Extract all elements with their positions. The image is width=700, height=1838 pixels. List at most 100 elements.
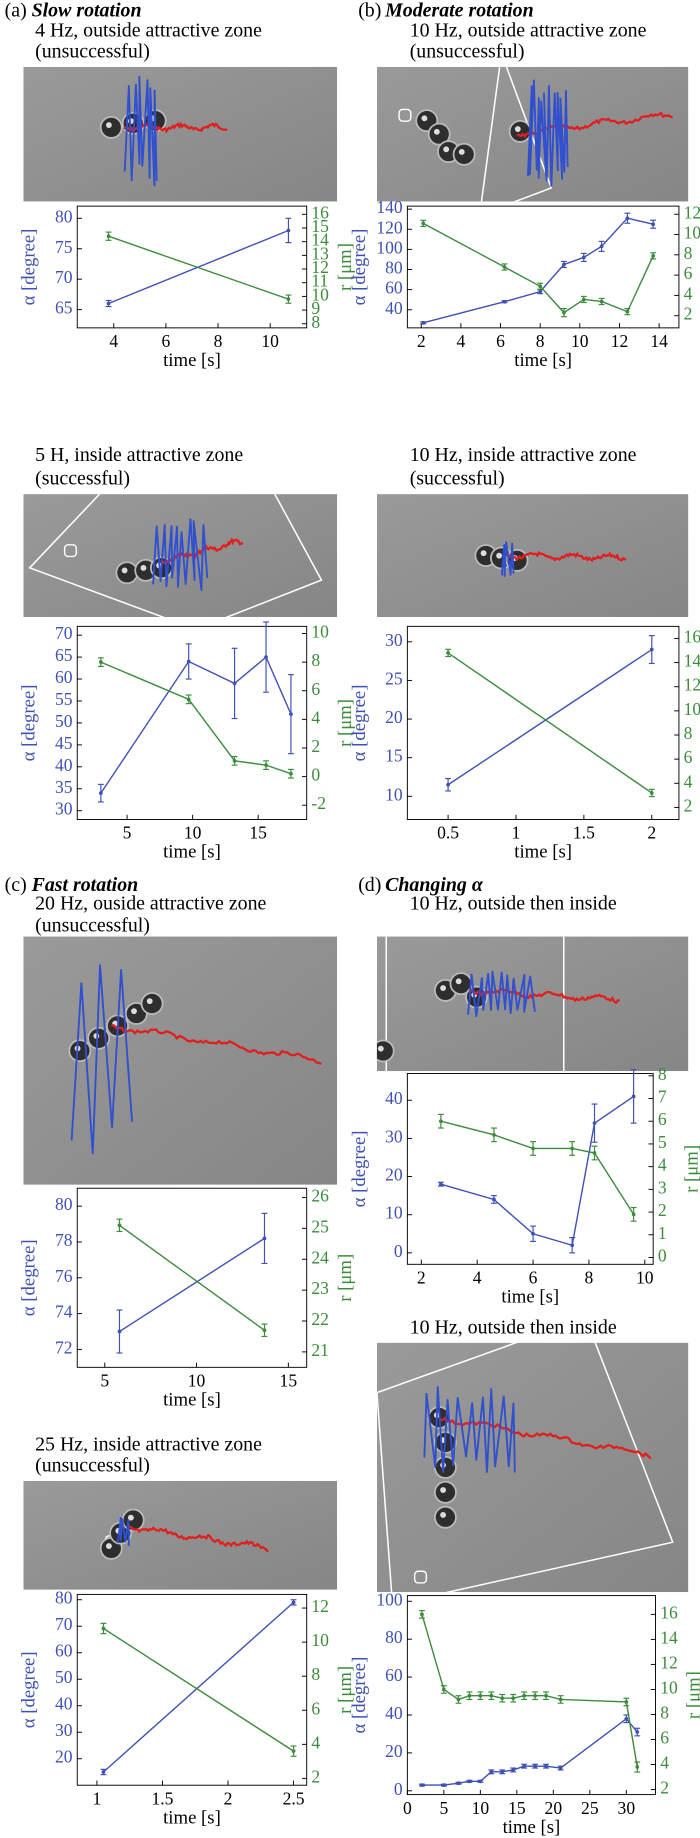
data-point: [599, 244, 604, 249]
panel-name: Moderate rotation: [384, 0, 534, 21]
y-tick-label: 80: [55, 206, 73, 226]
data-point: [651, 222, 656, 227]
micrograph: [23, 494, 338, 617]
y2-tick-label: 8: [311, 1664, 320, 1684]
bead-highlight: [514, 126, 521, 133]
data-point: [538, 289, 543, 294]
bead: [427, 122, 451, 146]
x-tick-label: 10: [636, 1268, 654, 1288]
y2-tick-label: 12: [311, 1596, 329, 1616]
y2-tick-label: 12: [660, 1652, 678, 1672]
data-line: [447, 652, 653, 794]
x-tick-label: 1.5: [152, 1788, 174, 1808]
y-tick-label: 30: [385, 630, 403, 650]
chart-title: 4 Hz, outside attractive zone: [35, 19, 262, 41]
blue-trajectory: [152, 518, 209, 592]
data-point: [478, 1693, 483, 1698]
data-point: [544, 1693, 548, 1698]
panel-name: Changing α: [385, 874, 484, 896]
y2-tick-label: 0: [658, 1246, 667, 1266]
x-tick-label: 5: [100, 1371, 109, 1391]
data-point: [581, 297, 586, 302]
x-tick-label: 1: [512, 823, 521, 843]
bead: [452, 142, 476, 166]
attractive-zone: [376, 1342, 674, 1593]
data-point: [592, 1121, 597, 1125]
data-point: [446, 782, 450, 787]
x-tick-label: 8: [214, 331, 223, 351]
bead: [87, 1026, 111, 1050]
x-tick-label: 12: [611, 331, 629, 351]
y2-tick-label: 2: [311, 1766, 320, 1786]
data-point: [592, 1151, 597, 1155]
y-tick-label: 80: [385, 258, 403, 278]
data-point: [262, 1236, 267, 1241]
data-line: [100, 655, 292, 794]
y2-tick-label: 2: [658, 1200, 667, 1220]
data-line: [447, 648, 653, 786]
x-tick-label: 15: [508, 1798, 526, 1818]
data-point: [625, 309, 630, 314]
data-point: [420, 1612, 424, 1617]
data-point: [625, 216, 630, 221]
x-tick-label: 14: [650, 331, 668, 351]
x-tick-label: 10: [472, 1798, 490, 1818]
y-tick-label: 30: [55, 1720, 73, 1740]
bead-highlight: [433, 128, 440, 135]
y2-tick-label: -2: [311, 793, 326, 813]
y-tick-label: 70: [55, 1614, 73, 1634]
chart-title: 20 Hz, ouside attractive zone: [35, 893, 266, 915]
x-tick-label: 15: [280, 1371, 298, 1391]
x-axis-label: time [s]: [501, 1287, 559, 1308]
y-tick-label: 40: [385, 298, 403, 318]
y-tick-label: 0: [394, 1241, 403, 1261]
x-tick-label: 8: [585, 1268, 594, 1288]
data-point: [264, 655, 268, 659]
bead-highlight: [105, 122, 112, 128]
plot-frame: [406, 1073, 654, 1265]
data-point: [635, 1730, 640, 1734]
chart-title: 10 Hz, outside then inside: [410, 1316, 617, 1338]
bead-highlight: [440, 985, 447, 991]
y-tick-label: 120: [376, 217, 403, 237]
data-point: [291, 1600, 296, 1605]
x-tick-label: 1.5: [573, 823, 595, 843]
y-tick-label: 35: [55, 777, 73, 797]
y2-tick-label: 16: [684, 626, 700, 646]
x-tick-label: 0: [403, 1798, 412, 1818]
y-tick-label: 20: [385, 1741, 403, 1761]
y2-tick-label: 2: [311, 736, 320, 756]
micrograph: [23, 66, 338, 202]
attractive-zone: [480, 66, 553, 202]
data-line: [103, 1627, 294, 1752]
data-point: [478, 1779, 483, 1784]
y-tick-label: 20: [55, 1747, 73, 1767]
chart-subtitle: (unsuccessful): [35, 915, 150, 937]
data-point: [420, 1783, 424, 1787]
y2-axis-label: r [μm]: [335, 243, 356, 291]
y2-tick-label: 6: [311, 679, 320, 699]
y-tick-label: 15: [385, 746, 403, 766]
y-tick-label: 78: [55, 1230, 73, 1250]
y2-tick-label: 10: [684, 223, 700, 243]
attractive-zone: [28, 494, 323, 617]
y2-tick-label: 4: [684, 771, 693, 791]
micrograph: [376, 494, 689, 617]
data-line: [423, 217, 654, 324]
data-line: [421, 1717, 638, 1786]
x-tick-label: 4: [473, 1268, 482, 1288]
y2-tick-label: 7: [658, 1087, 667, 1107]
data-point: [538, 284, 543, 289]
bead: [434, 1480, 457, 1504]
x-tick-label: 2: [417, 331, 426, 351]
x-tick-label: 2: [417, 1268, 426, 1288]
y-tick-label: 20: [385, 707, 403, 727]
x-tick-label: 4: [109, 331, 118, 351]
bead-highlight: [440, 1512, 447, 1518]
y-axis-label: α [degree]: [349, 229, 370, 306]
data-point: [186, 697, 191, 702]
micrograph-content: [376, 1342, 689, 1593]
y-tick-label: 80: [55, 1194, 73, 1214]
y-axis-label: α [degree]: [349, 685, 370, 762]
